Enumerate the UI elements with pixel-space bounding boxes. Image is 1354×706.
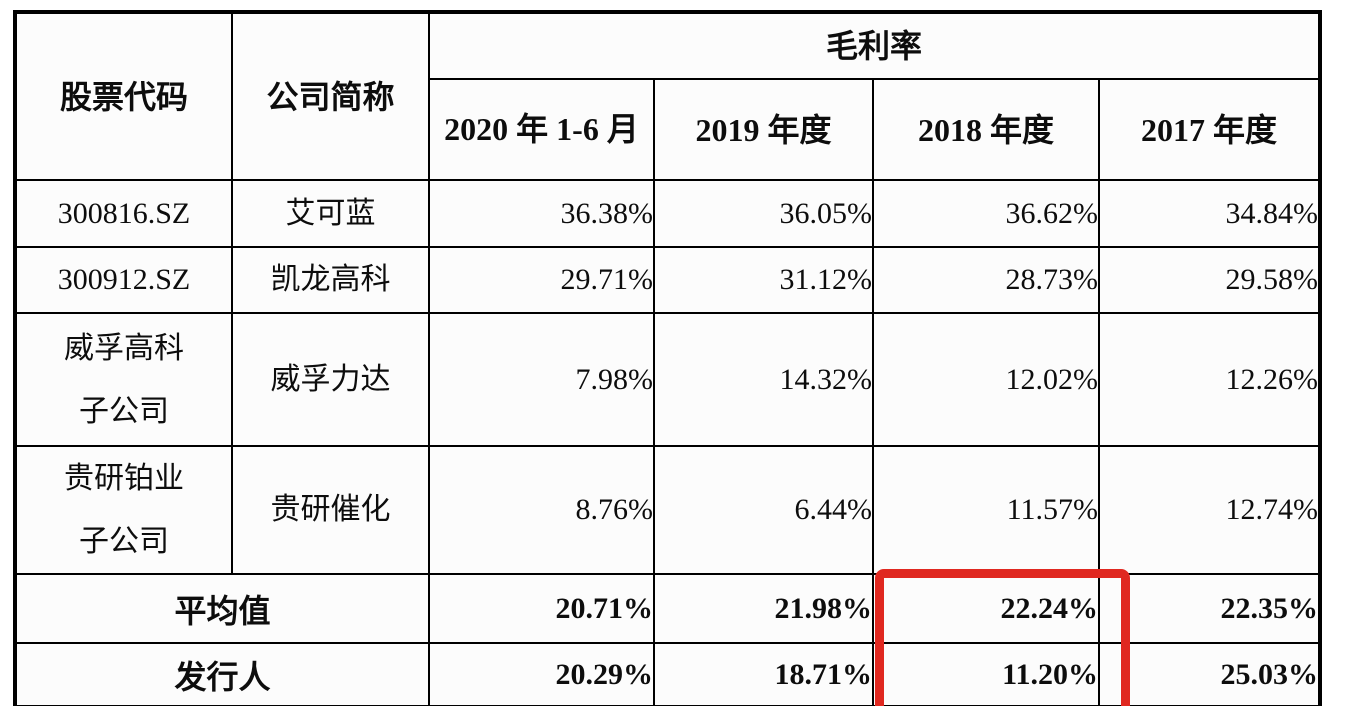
summary-row-average: 平均值 20.71% 21.98% 22.24% 22.35%	[14, 573, 1322, 644]
value-2019-cell: 6.44%	[653, 445, 874, 575]
stock-code-line1: 贵研铂业	[64, 462, 184, 495]
average-2019-cell: 21.98%	[653, 573, 874, 644]
header-period-2020: 2020 年 1-6 月	[428, 78, 655, 181]
value-2019-cell: 14.32%	[653, 312, 874, 447]
value-2018-cell: 28.73%	[872, 246, 1100, 314]
header-period-2020-line2: 1-6 月	[556, 111, 639, 148]
summary-row-issuer: 发行人 20.29% 18.71% 11.20% 25.03%	[14, 642, 1322, 706]
company-name-cell: 贵研催化	[231, 445, 430, 575]
value-2019-cell: 31.12%	[653, 246, 874, 314]
issuer-label-cell: 发行人	[14, 642, 430, 706]
header-period-2018: 2018 年度	[872, 78, 1100, 181]
table-row: 300912.SZ 凯龙高科 29.71% 31.12% 28.73% 29.5…	[14, 246, 1322, 314]
stock-code-cell: 威孚高科 子公司	[14, 312, 233, 447]
header-company-name: 公司简称	[231, 11, 430, 181]
average-2017-cell: 22.35%	[1097, 573, 1322, 644]
issuer-2017-cell: 25.03%	[1097, 642, 1322, 706]
issuer-2019-cell: 18.71%	[653, 642, 874, 706]
average-2020-cell: 20.71%	[428, 573, 655, 644]
value-2020-cell: 36.38%	[428, 179, 655, 248]
value-2018-cell: 11.57%	[872, 445, 1100, 575]
table-row: 300816.SZ 艾可蓝 36.38% 36.05% 36.62% 34.84…	[14, 179, 1322, 248]
value-2018-cell: 36.62%	[872, 179, 1100, 248]
table-row: 威孚高科 子公司 威孚力达 7.98% 14.32% 12.02% 12.26%	[14, 312, 1322, 447]
value-2020-cell: 29.71%	[428, 246, 655, 314]
value-2017-cell: 12.26%	[1097, 312, 1322, 447]
value-2017-cell: 12.74%	[1097, 445, 1322, 575]
value-2018-cell: 12.02%	[872, 312, 1100, 447]
header-period-2019: 2019 年度	[653, 78, 874, 181]
stock-code-cell: 贵研铂业 子公司	[14, 445, 233, 575]
stock-code-cell: 300912.SZ	[14, 246, 233, 314]
stock-code-line1: 威孚高科	[64, 331, 184, 365]
header-period-2017: 2017 年度	[1097, 78, 1322, 181]
issuer-2020-cell: 20.29%	[428, 642, 655, 706]
header-row-group: 股票代码 公司简称 毛利率	[14, 11, 1322, 181]
stock-code-line2: 子公司	[79, 394, 169, 428]
company-name-cell: 艾可蓝	[231, 179, 430, 248]
company-name-cell: 威孚力达	[231, 312, 430, 447]
average-2018-cell-highlighted: 22.24%	[872, 573, 1100, 644]
header-period-2020-line1: 2020 年	[444, 111, 549, 148]
header-row-periods: 2020 年 1-6 月 2019 年度 2018 年度 2017 年度	[15, 78, 1322, 181]
company-name-cell: 凯龙高科	[231, 246, 430, 314]
stock-code-cell: 300816.SZ	[14, 179, 233, 248]
value-2017-cell: 29.58%	[1097, 246, 1322, 314]
value-2020-cell: 7.98%	[428, 312, 655, 447]
header-stock-code: 股票代码	[14, 11, 233, 181]
average-label-cell: 平均值	[14, 573, 430, 644]
gross-margin-comparison-table: 股票代码 公司简称 毛利率 2020 年 1-6 月 2019 年度 2018 …	[13, 10, 1323, 706]
value-2017-cell: 34.84%	[1097, 179, 1322, 248]
stock-code-line2: 子公司	[79, 525, 169, 558]
header-gross-margin: 毛利率	[427, 11, 1322, 80]
table-row: 贵研铂业 子公司 贵研催化 8.76% 6.44% 11.57% 12.74%	[14, 445, 1322, 575]
value-2020-cell: 8.76%	[428, 445, 655, 575]
issuer-2018-cell-highlighted: 11.20%	[872, 642, 1100, 706]
value-2019-cell: 36.05%	[653, 179, 874, 248]
